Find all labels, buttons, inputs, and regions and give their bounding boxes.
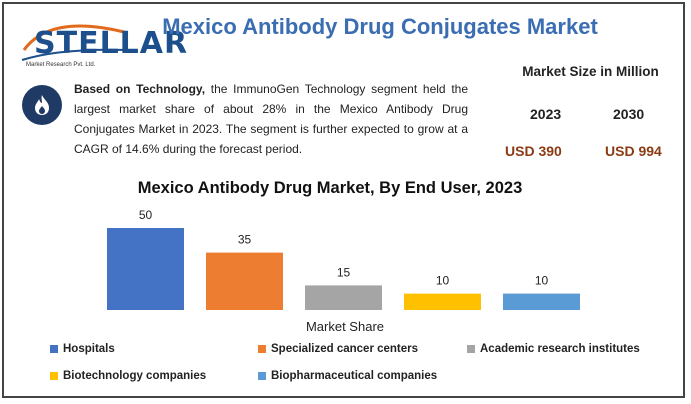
legend-item-academic-research-institutes: Academic research institutes <box>467 343 640 355</box>
bar-biopharmaceutical-companies <box>503 293 580 310</box>
logo-swoosh-icon <box>21 24 131 61</box>
market-size-year-2023: 2023 <box>530 106 562 122</box>
chart-x-axis-label: Market Share <box>305 319 385 334</box>
legend-swatch <box>50 372 58 380</box>
summary-body: the ImmunoGen Technology segment held th… <box>74 82 468 156</box>
legend-swatch <box>50 345 58 353</box>
legend-label: Biotechnology companies <box>63 370 207 382</box>
summary-lead: Based on Technology, <box>74 82 206 96</box>
legend-label: Academic research institutes <box>480 343 640 355</box>
legend-label: Specialized cancer centers <box>271 343 419 355</box>
legend-item-biotechnology-companies: Biotechnology companies <box>50 370 206 382</box>
infographic-frame <box>2 2 685 398</box>
legend-swatch <box>258 372 266 380</box>
data-label-biotechnology-companies: 10 <box>436 274 450 288</box>
logo-text: STELLAR <box>34 26 189 61</box>
summary-text: Based on Technology, the ImmunoGen Techn… <box>74 79 468 159</box>
bar-academic-research-institutes <box>305 285 382 310</box>
technology-badge <box>22 85 62 125</box>
flame-icon <box>35 95 49 115</box>
market-size-title: Market Size in Million <box>522 64 659 79</box>
logo-subtext: Market Research Pvt. Ltd. <box>26 62 96 68</box>
data-label-specialized-cancer-centers: 35 <box>238 233 252 247</box>
stellar-logo: STELLAR Market Research Pvt. Ltd. <box>20 20 187 72</box>
market-size-value-2023: USD 390 <box>505 143 562 159</box>
data-label-biopharmaceutical-companies: 10 <box>535 274 549 288</box>
page-title: Mexico Antibody Drug Conjugates Market <box>162 14 598 39</box>
legend-label: Hospitals <box>63 343 115 355</box>
bar-hospitals <box>107 228 184 310</box>
market-size-value-2030: USD 994 <box>605 143 662 159</box>
market-size-year-2030: 2030 <box>613 106 645 122</box>
bar-biotechnology-companies <box>404 293 481 310</box>
legend-item-biopharmaceutical-companies: Biopharmaceutical companies <box>258 370 437 382</box>
chart-title: Mexico Antibody Drug Market, By End User… <box>137 179 523 197</box>
data-label-academic-research-institutes: 15 <box>337 265 351 279</box>
legend-swatch <box>258 345 266 353</box>
legend-swatch <box>467 345 475 353</box>
bar-specialized-cancer-centers <box>206 252 283 310</box>
legend-item-specialized-cancer-centers: Specialized cancer centers <box>258 343 418 355</box>
data-label-hospitals: 50 <box>139 208 153 222</box>
legend-label: Biopharmaceutical companies <box>271 370 438 382</box>
legend-item-hospitals: Hospitals <box>50 343 115 355</box>
